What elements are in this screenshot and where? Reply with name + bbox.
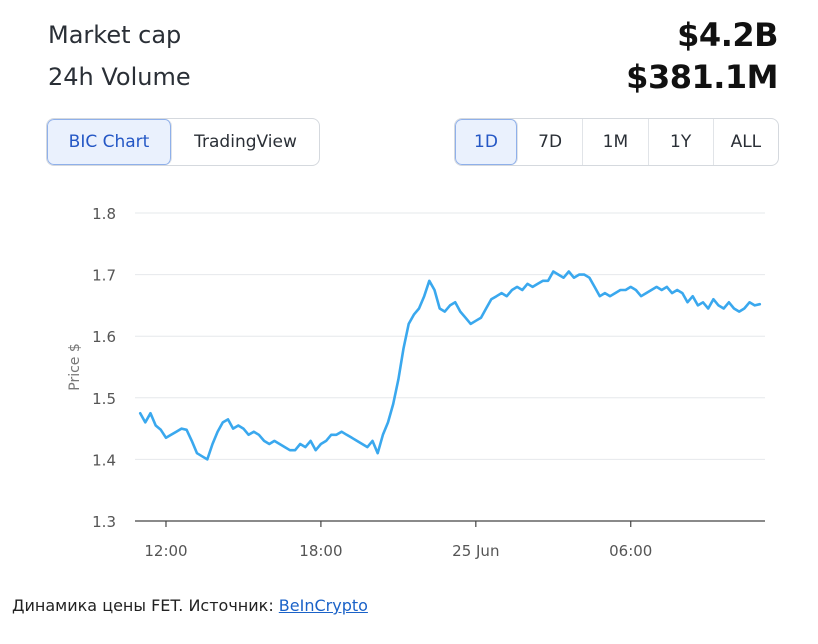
time-range-toggle: 1D 7D 1M 1Y ALL [454, 118, 779, 166]
price-series-line [138, 270, 762, 461]
y-axis-label: Price $ [67, 343, 83, 391]
x-tick-label: 18:00 [299, 542, 342, 560]
source-link[interactable]: BeInCrypto [278, 596, 368, 615]
range-1y-button[interactable]: 1Y [649, 119, 714, 165]
y-tick-label: 1.5 [92, 390, 116, 408]
range-1d-button[interactable]: 1D [455, 119, 518, 165]
price-chart: 1.3 1.4 1.5 1.6 1.7 1.8 12:00 18:00 25 Jun 06:00 P… [67, 205, 765, 560]
y-tick-label: 1.6 [92, 328, 116, 346]
volume-label: 24h Volume [48, 63, 191, 91]
y-tick-label: 1.8 [92, 205, 116, 223]
y-tick-label: 1.4 [92, 451, 116, 469]
range-7d-button[interactable]: 7D [518, 119, 584, 165]
tradingview-button[interactable]: TradingView [194, 132, 297, 152]
market-cap-value: $4.2B [677, 16, 778, 54]
stats-panel: Market cap $4.2B 24h Volume $381.1M [48, 14, 778, 98]
x-tick-label: 25 Jun [452, 542, 499, 560]
y-tick-label: 1.3 [92, 513, 116, 531]
caption-text: Динамика цены FET. Источник: [12, 596, 279, 615]
bic-chart-button[interactable]: BIC Chart [47, 119, 172, 165]
caption: Динамика цены FET. Источник: BeInCrypto [12, 596, 368, 615]
volume-value: $381.1M [626, 58, 778, 96]
market-cap-row: Market cap $4.2B [48, 14, 778, 56]
x-tick-label: 06:00 [609, 542, 652, 560]
range-1m-button[interactable]: 1M [583, 119, 649, 165]
volume-row: 24h Volume $381.1M [48, 56, 778, 98]
chart-source-toggle: BIC Chart TradingView [46, 118, 320, 166]
y-tick-label: 1.7 [92, 267, 116, 285]
market-cap-label: Market cap [48, 21, 182, 49]
range-all-button[interactable]: ALL [730, 132, 762, 152]
x-tick-label: 12:00 [144, 542, 187, 560]
